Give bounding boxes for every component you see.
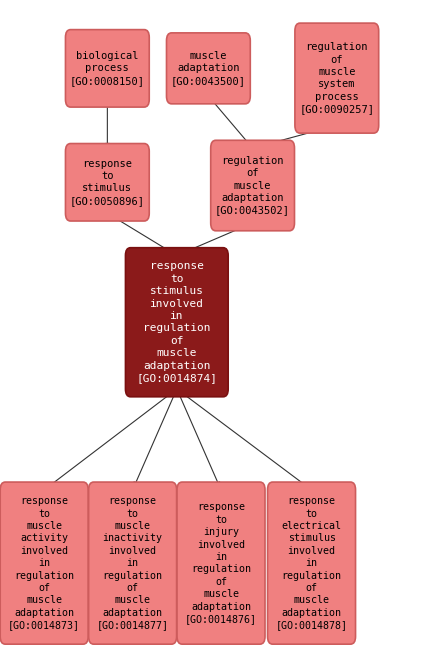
FancyBboxPatch shape (0, 482, 88, 644)
Text: muscle
adaptation
[GO:0043500]: muscle adaptation [GO:0043500] (171, 51, 246, 86)
Text: regulation
of
muscle
adaptation
[GO:0043502]: regulation of muscle adaptation [GO:0043… (215, 156, 290, 215)
Text: response
to
muscle
activity
involved
in
regulation
of
muscle
adaptation
[GO:0014: response to muscle activity involved in … (8, 496, 80, 630)
Text: response
to
stimulus
[GO:0050896]: response to stimulus [GO:0050896] (70, 159, 145, 206)
FancyBboxPatch shape (177, 482, 265, 644)
Text: response
to
stimulus
involved
in
regulation
of
muscle
adaptation
[GO:0014874]: response to stimulus involved in regulat… (136, 262, 217, 383)
Text: regulation
of
muscle
system
process
[GO:0090257]: regulation of muscle system process [GO:… (299, 42, 374, 114)
Text: response
to
electrical
stimulus
involved
in
regulation
of
muscle
adaptation
[GO:: response to electrical stimulus involved… (275, 496, 348, 630)
Text: response
to
muscle
inactivity
involved
in
regulation
of
muscle
adaptation
[GO:00: response to muscle inactivity involved i… (96, 496, 169, 630)
FancyBboxPatch shape (210, 141, 294, 231)
FancyBboxPatch shape (166, 33, 250, 104)
FancyBboxPatch shape (268, 482, 355, 644)
FancyBboxPatch shape (88, 482, 177, 644)
FancyBboxPatch shape (66, 144, 149, 221)
FancyBboxPatch shape (125, 248, 228, 396)
FancyBboxPatch shape (295, 23, 379, 133)
Text: biological
process
[GO:0008150]: biological process [GO:0008150] (70, 51, 145, 86)
FancyBboxPatch shape (66, 29, 149, 107)
Text: response
to
injury
involved
in
regulation
of
muscle
adaptation
[GO:0014876]: response to injury involved in regulatio… (185, 503, 257, 624)
